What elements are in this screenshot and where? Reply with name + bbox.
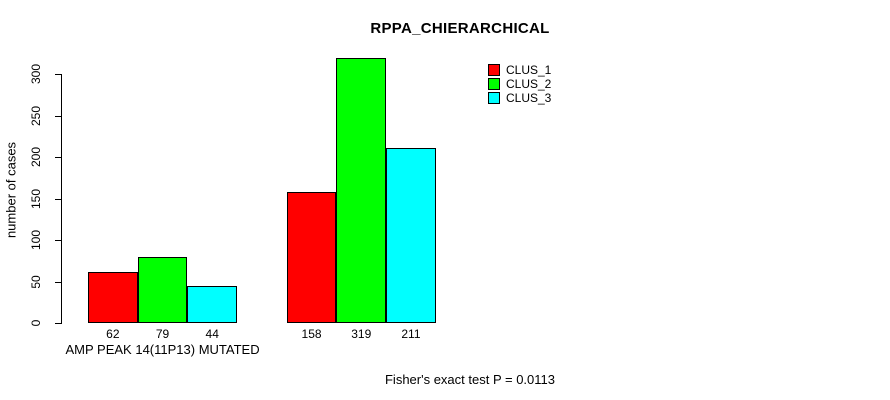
bar-value-label: 319: [351, 327, 372, 341]
legend-label: CLUS_3: [506, 91, 552, 105]
x-group-label: AMP PEAK 14(11P13) MUTATED: [65, 342, 260, 357]
legend-item-clus-3: CLUS_3: [488, 91, 551, 105]
bar-clus_3-group2: [386, 147, 436, 323]
y-tick-mark: [55, 115, 62, 117]
y-tick-label: 100: [29, 229, 43, 251]
legend-label: CLUS_2: [506, 77, 552, 91]
bar-value-label: 62: [106, 327, 120, 341]
chart-title: RPPA_CHIERARCHICAL: [370, 20, 550, 37]
y-axis-label: number of cases: [3, 141, 19, 239]
legend-item-clus-2: CLUS_2: [488, 77, 551, 91]
y-tick-mark: [55, 240, 62, 241]
legend-swatch-clus-1: [488, 64, 500, 76]
y-tick-mark: [55, 157, 62, 158]
bar-clus_3-group1: [187, 286, 238, 323]
bar-clus_1-group1: [88, 271, 138, 323]
legend: CLUS_1 CLUS_2 CLUS_3: [488, 63, 551, 105]
y-tick-mark: [55, 198, 62, 200]
y-tick-mark: [55, 281, 62, 283]
bar-clus_1-group2: [286, 191, 337, 323]
y-tick-label: 250: [29, 105, 43, 126]
bar-value-label: 79: [155, 327, 170, 341]
legend-swatch-clus-2: [488, 78, 500, 90]
y-tick-label: 300: [29, 63, 43, 85]
legend-item-clus-1: CLUS_1: [488, 63, 551, 77]
bar-value-label: 44: [205, 327, 219, 341]
bar-clus_2-group2: [336, 58, 387, 323]
bar-value-label: 211: [401, 327, 421, 341]
y-tick-label: 0: [29, 319, 43, 327]
legend-swatch-clus-3: [488, 92, 500, 104]
y-tick-label: 50: [29, 274, 43, 289]
y-tick-mark: [55, 323, 62, 324]
bar-clus_2-group1: [137, 257, 188, 323]
y-tick-label: 200: [29, 146, 43, 168]
y-tick-mark: [55, 74, 62, 75]
legend-label: CLUS_1: [506, 63, 552, 77]
y-tick-label: 150: [29, 188, 43, 209]
fisher-test-annotation: Fisher's exact test P = 0.0113: [384, 372, 556, 387]
bar-value-label: 158: [301, 327, 322, 341]
